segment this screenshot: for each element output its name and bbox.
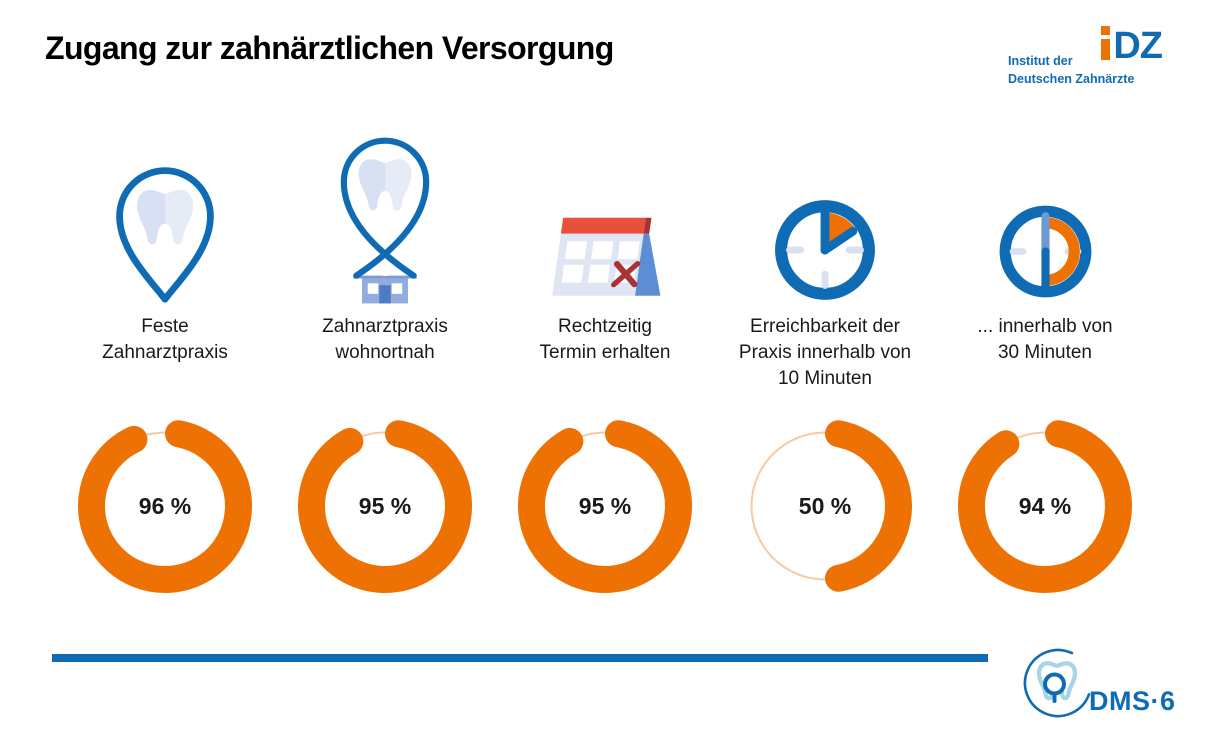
page-title: Zugang zur zahnärztlichen Versorgung (45, 30, 614, 66)
idz-logo: DZ Institut der Deutschen Zahnärzte (1008, 26, 1163, 88)
idz-logo-line2: Deutschen Zahnärzte (1008, 72, 1135, 87)
donut-chart: 95 % (517, 418, 693, 594)
metric-label: Erreichbarkeit der Praxis innerhalb von … (738, 316, 912, 389)
footer-divider-line (52, 654, 988, 662)
donut-value-label: 96 % (138, 492, 192, 519)
clock-30-minutes-icon (935, 128, 1155, 306)
donut-value-label: 50 % (798, 492, 852, 519)
donut-chart: 96 % (77, 418, 253, 594)
idz-logo-line1: Institut der (1008, 54, 1073, 68)
donut-value-label: 94 % (1018, 492, 1072, 519)
calendar-appointment-icon (495, 128, 715, 306)
donut-value-label: 95 % (358, 492, 412, 519)
idz-i-mark-icon (1101, 26, 1111, 60)
tooth-location-pin-icon (55, 128, 275, 306)
idz-dz-letters: DZ (1113, 25, 1163, 67)
dms6-logo-text: DMS·6 (1089, 686, 1176, 716)
donut-chart: 50 % (737, 418, 913, 594)
metric-column-10-minuten: Erreichbarkeit der Praxis innerhalb von … (715, 128, 935, 594)
metric-label: Zahnarztpraxis wohnortnah (322, 316, 448, 363)
idz-logo-mark: DZ (1101, 25, 1163, 67)
metric-column-30-minuten: ... innerhalb von 30 Minuten 94 % (935, 128, 1155, 594)
donut-chart: 95 % (297, 418, 473, 594)
donut-value-label: 95 % (578, 492, 632, 519)
clock-10-minutes-icon (715, 128, 935, 306)
dms6-logo-icon (1023, 648, 1091, 718)
idz-logo-text: Institut der Deutschen Zahnärzte (1008, 52, 1134, 88)
donut-chart: 94 % (957, 418, 1133, 594)
tooth-pin-house-icon (275, 128, 495, 306)
metric-column-termin: Rechtzeitig Termin erhalten 95 % (495, 128, 715, 594)
metric-column-feste-zahnarztpraxis: Feste Zahnarztpraxis 96 % (55, 128, 275, 594)
metric-label: Rechtzeitig Termin erhalten (539, 316, 671, 363)
metric-label: Feste Zahnarztpraxis (102, 316, 228, 363)
metric-column-wohnortnah: Zahnarztpraxis wohnortnah 95 % (275, 128, 495, 594)
metrics-grid: Feste Zahnarztpraxis 96 % (55, 128, 1155, 594)
metric-label: ... innerhalb von 30 Minuten (977, 316, 1113, 363)
